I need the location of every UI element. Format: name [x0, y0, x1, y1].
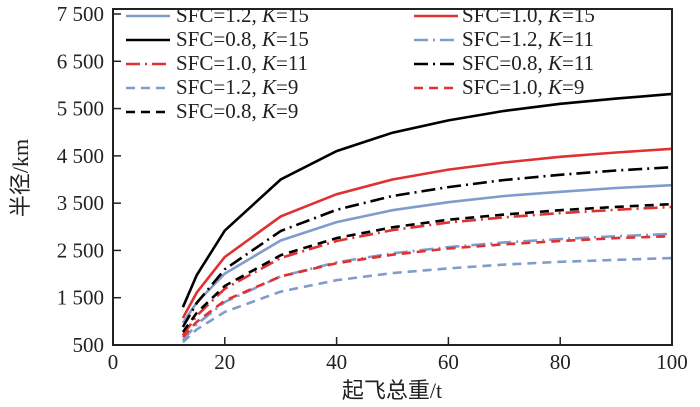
series-line-8	[181, 202, 673, 333]
series-line-5	[181, 165, 673, 328]
legend-label: SFC=1.0, K=15	[462, 3, 595, 27]
legend-item: SFC=0.8, K=15	[126, 27, 309, 51]
legend-label: SFC=1.2, K=15	[176, 3, 309, 27]
series-line-4	[181, 205, 673, 336]
y-tick-label: 4 500	[57, 144, 104, 168]
x-axis-label: 起飞总重/t	[342, 378, 442, 403]
legend-label: SFC=1.0, K=11	[176, 51, 308, 75]
axis-ticks: 0 20 40 60 80 100 500 1 500 2 500 3 500 4 500 5 500…	[57, 2, 688, 374]
y-tick-label: 500	[73, 333, 105, 357]
y-tick-label: 2 500	[57, 238, 104, 262]
y-tick-label: 1 500	[57, 286, 104, 310]
legend-label: SFC=0.8, K=11	[462, 51, 594, 75]
legend-label: SFC=1.2, K=9	[176, 75, 298, 99]
series-line-7	[181, 234, 673, 338]
y-tick-label: 3 500	[57, 191, 104, 215]
series-line-6	[182, 256, 673, 344]
x-tick-label: 20	[214, 350, 235, 374]
series-line-1	[181, 147, 673, 319]
legend-item: SFC=1.0, K=11	[126, 51, 308, 75]
legend-label: SFC=1.0, K=9	[462, 75, 584, 99]
x-tick-label: 100	[656, 350, 688, 374]
legend-item: SFC=1.0, K=15	[414, 3, 595, 27]
y-tick-label: 7 500	[57, 2, 104, 26]
legend-item: SFC=0.8, K=9	[126, 99, 298, 123]
legend-item: SFC=1.0, K=9	[414, 75, 584, 99]
series-line-2	[181, 92, 673, 308]
x-tick-label: 80	[550, 350, 571, 374]
series-line-0	[181, 183, 673, 324]
y-axis-label: 半径/km	[8, 139, 33, 217]
legend-label: SFC=1.2, K=11	[462, 27, 594, 51]
plot-frame	[112, 8, 673, 346]
legend-label: SFC=0.8, K=15	[176, 27, 309, 51]
y-tick-label: 6 500	[57, 49, 104, 73]
series-lines	[181, 92, 673, 344]
x-tick-label: 40	[326, 350, 347, 374]
y-tick-label: 5 500	[57, 97, 104, 121]
series-line-3	[181, 232, 673, 342]
x-tick-label: 0	[108, 350, 119, 374]
legend-label: SFC=0.8, K=9	[176, 99, 298, 123]
legend-item: SFC=1.2, K=15	[126, 3, 309, 27]
legend-item: SFC=1.2, K=9	[126, 75, 298, 99]
x-tick-label: 60	[438, 350, 459, 374]
legend-item: SFC=0.8, K=11	[414, 51, 594, 75]
legend-item: SFC=1.2, K=11	[414, 27, 594, 51]
